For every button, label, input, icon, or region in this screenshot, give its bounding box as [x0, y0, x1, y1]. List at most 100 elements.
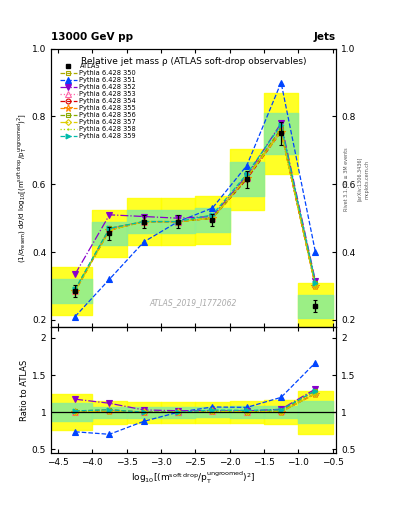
Pythia 6.428 356: [279, 125, 283, 132]
Y-axis label: $(1/\sigma_{\rm resem})$ d$\sigma$/d log$_{10}$[(m$^{\rm soft\ drop}$/p$_{\rm T}: $(1/\sigma_{\rm resem})$ d$\sigma$/d log…: [15, 113, 29, 263]
Pythia 6.428 354: [313, 283, 318, 289]
Pythia 6.428 357: [73, 288, 77, 294]
Pythia 6.428 358: [244, 175, 249, 181]
Pythia 6.428 350: [279, 127, 283, 133]
Pythia 6.428 359: [279, 122, 283, 128]
Pythia 6.428 356: [210, 215, 215, 221]
Pythia 6.428 357: [279, 129, 283, 135]
Line: Pythia 6.428 354: Pythia 6.428 354: [73, 130, 318, 293]
Pythia 6.428 350: [176, 219, 180, 225]
Pythia 6.428 356: [141, 219, 146, 225]
Pythia 6.428 356: [107, 225, 112, 231]
Line: Pythia 6.428 351: Pythia 6.428 351: [72, 79, 319, 319]
Pythia 6.428 358: [313, 283, 318, 289]
Pythia 6.428 359: [313, 280, 318, 286]
Line: Pythia 6.428 353: Pythia 6.428 353: [72, 127, 318, 294]
Pythia 6.428 351: [73, 313, 77, 319]
Y-axis label: Ratio to ATLAS: Ratio to ATLAS: [20, 359, 29, 420]
Pythia 6.428 357: [141, 219, 146, 225]
Pythia 6.428 359: [141, 219, 146, 225]
Pythia 6.428 354: [73, 288, 77, 294]
Pythia 6.428 352: [279, 120, 283, 126]
Pythia 6.428 353: [279, 127, 283, 133]
Pythia 6.428 357: [210, 215, 215, 221]
Line: Pythia 6.428 350: Pythia 6.428 350: [73, 127, 318, 293]
Pythia 6.428 354: [141, 219, 146, 225]
Pythia 6.428 356: [244, 175, 249, 181]
Pythia 6.428 359: [107, 225, 112, 231]
Pythia 6.428 352: [244, 173, 249, 179]
Pythia 6.428 358: [107, 227, 112, 233]
Pythia 6.428 350: [73, 288, 77, 294]
Pythia 6.428 351: [176, 219, 180, 225]
Pythia 6.428 353: [176, 219, 180, 225]
Pythia 6.428 351: [313, 249, 318, 255]
Pythia 6.428 357: [244, 175, 249, 181]
Pythia 6.428 352: [313, 278, 318, 284]
Pythia 6.428 352: [176, 215, 180, 221]
Line: Pythia 6.428 357: Pythia 6.428 357: [73, 130, 318, 293]
Pythia 6.428 352: [107, 212, 112, 218]
Pythia 6.428 353: [107, 225, 112, 231]
Line: Pythia 6.428 355: Pythia 6.428 355: [71, 128, 319, 295]
Pythia 6.428 354: [107, 227, 112, 233]
Text: Jets: Jets: [314, 32, 336, 42]
Text: Relative jet mass ρ (ATLAS soft-drop observables): Relative jet mass ρ (ATLAS soft-drop obs…: [81, 57, 306, 66]
Pythia 6.428 352: [73, 271, 77, 277]
Pythia 6.428 351: [141, 239, 146, 245]
Line: Pythia 6.428 356: Pythia 6.428 356: [73, 126, 318, 292]
Pythia 6.428 355: [141, 219, 146, 225]
Pythia 6.428 355: [73, 288, 77, 294]
Text: ATLAS_2019_I1772062: ATLAS_2019_I1772062: [150, 298, 237, 307]
Pythia 6.428 353: [73, 288, 77, 294]
Pythia 6.428 353: [313, 281, 318, 287]
Pythia 6.428 359: [176, 219, 180, 225]
Pythia 6.428 356: [176, 219, 180, 225]
Pythia 6.428 351: [107, 276, 112, 282]
Pythia 6.428 353: [141, 219, 146, 225]
Pythia 6.428 350: [141, 219, 146, 225]
Pythia 6.428 352: [210, 214, 215, 220]
Pythia 6.428 359: [244, 171, 249, 177]
Pythia 6.428 350: [244, 175, 249, 181]
Pythia 6.428 358: [73, 288, 77, 294]
Pythia 6.428 355: [107, 227, 112, 233]
Pythia 6.428 353: [210, 215, 215, 221]
Pythia 6.428 357: [107, 227, 112, 233]
Pythia 6.428 359: [73, 286, 77, 292]
Text: 13000 GeV pp: 13000 GeV pp: [51, 32, 133, 42]
Legend: ATLAS, Pythia 6.428 350, Pythia 6.428 351, Pythia 6.428 352, Pythia 6.428 353, P: ATLAS, Pythia 6.428 350, Pythia 6.428 35…: [60, 63, 136, 139]
Pythia 6.428 350: [107, 225, 112, 231]
Pythia 6.428 351: [279, 79, 283, 86]
Pythia 6.428 356: [313, 280, 318, 286]
Text: mcplots.cern.ch: mcplots.cern.ch: [365, 160, 370, 199]
Pythia 6.428 354: [176, 219, 180, 225]
Pythia 6.428 352: [141, 214, 146, 220]
Pythia 6.428 353: [244, 175, 249, 181]
Line: Pythia 6.428 352: Pythia 6.428 352: [72, 120, 319, 284]
Line: Pythia 6.428 358: Pythia 6.428 358: [74, 131, 316, 292]
Pythia 6.428 355: [313, 283, 318, 289]
Pythia 6.428 355: [210, 215, 215, 221]
Pythia 6.428 354: [210, 215, 215, 221]
Pythia 6.428 351: [244, 163, 249, 169]
Pythia 6.428 358: [210, 215, 215, 221]
Pythia 6.428 355: [279, 129, 283, 135]
Pythia 6.428 358: [279, 129, 283, 135]
Pythia 6.428 357: [313, 283, 318, 289]
Pythia 6.428 358: [141, 219, 146, 225]
Pythia 6.428 350: [210, 215, 215, 221]
Pythia 6.428 355: [176, 219, 180, 225]
Pythia 6.428 357: [176, 219, 180, 225]
Pythia 6.428 355: [244, 175, 249, 181]
Pythia 6.428 350: [313, 283, 318, 289]
Pythia 6.428 358: [176, 219, 180, 225]
Text: Rivet 3.1.10, ≥ 3M events: Rivet 3.1.10, ≥ 3M events: [344, 147, 349, 211]
Pythia 6.428 351: [210, 205, 215, 211]
Pythia 6.428 359: [210, 212, 215, 218]
Text: [arXiv:1306.3436]: [arXiv:1306.3436]: [357, 157, 362, 201]
Pythia 6.428 354: [279, 129, 283, 135]
Pythia 6.428 356: [73, 286, 77, 292]
Pythia 6.428 354: [244, 176, 249, 182]
Line: Pythia 6.428 359: Pythia 6.428 359: [73, 122, 318, 292]
